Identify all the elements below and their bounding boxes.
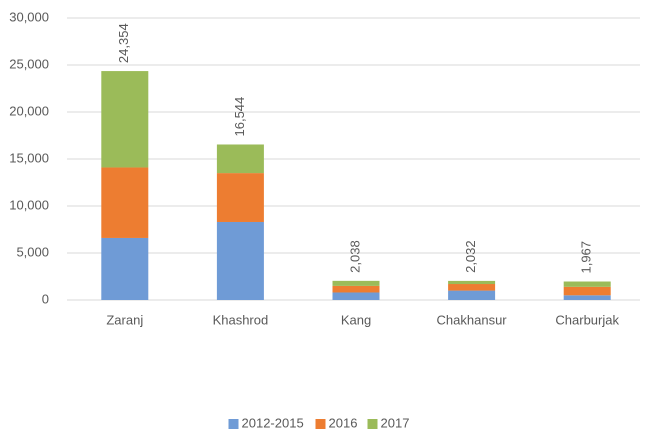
total-label: 2,038	[347, 240, 362, 273]
y-tick-label: 0	[42, 291, 49, 306]
y-tick-label: 25,000	[9, 56, 49, 71]
x-tick-label: Khashrod	[213, 312, 269, 327]
total-label: 2,032	[463, 240, 478, 273]
bar-segment	[563, 281, 611, 287]
legend-swatch	[228, 419, 239, 429]
y-tick-label: 10,000	[9, 197, 49, 212]
bar-segment	[216, 221, 264, 300]
total-label: 1,967	[579, 241, 594, 274]
bar-segment	[563, 286, 611, 296]
bar-segment	[101, 237, 149, 300]
bar-segment	[216, 173, 264, 222]
y-tick-label: 20,000	[9, 103, 49, 118]
legend-label: 2016	[329, 415, 358, 430]
x-tick-label: Kang	[341, 312, 371, 327]
bar-segment	[101, 71, 149, 168]
bar-segment	[448, 290, 496, 300]
bar-segment	[216, 144, 264, 174]
legend-label: 2012-2015	[242, 415, 304, 430]
bar-segment	[448, 284, 496, 291]
bar-segment	[332, 292, 380, 300]
bar-segment	[563, 295, 611, 300]
bar-segment	[332, 285, 380, 293]
y-tick-label: 15,000	[9, 150, 49, 165]
bar-segment	[448, 280, 496, 285]
y-tick-label: 5,000	[16, 244, 49, 259]
legend-swatch	[315, 419, 326, 429]
legend-label: 2017	[381, 415, 410, 430]
x-tick-label: Charburjak	[555, 312, 619, 327]
y-tick-label: 30,000	[9, 9, 49, 24]
bar-segment	[332, 280, 380, 286]
total-label: 24,354	[116, 23, 131, 63]
x-tick-label: Zaranj	[106, 312, 143, 327]
x-tick-label: Chakhansur	[437, 312, 508, 327]
total-label: 16,544	[232, 97, 247, 137]
bar-segment	[101, 167, 149, 238]
legend-swatch	[367, 419, 378, 429]
